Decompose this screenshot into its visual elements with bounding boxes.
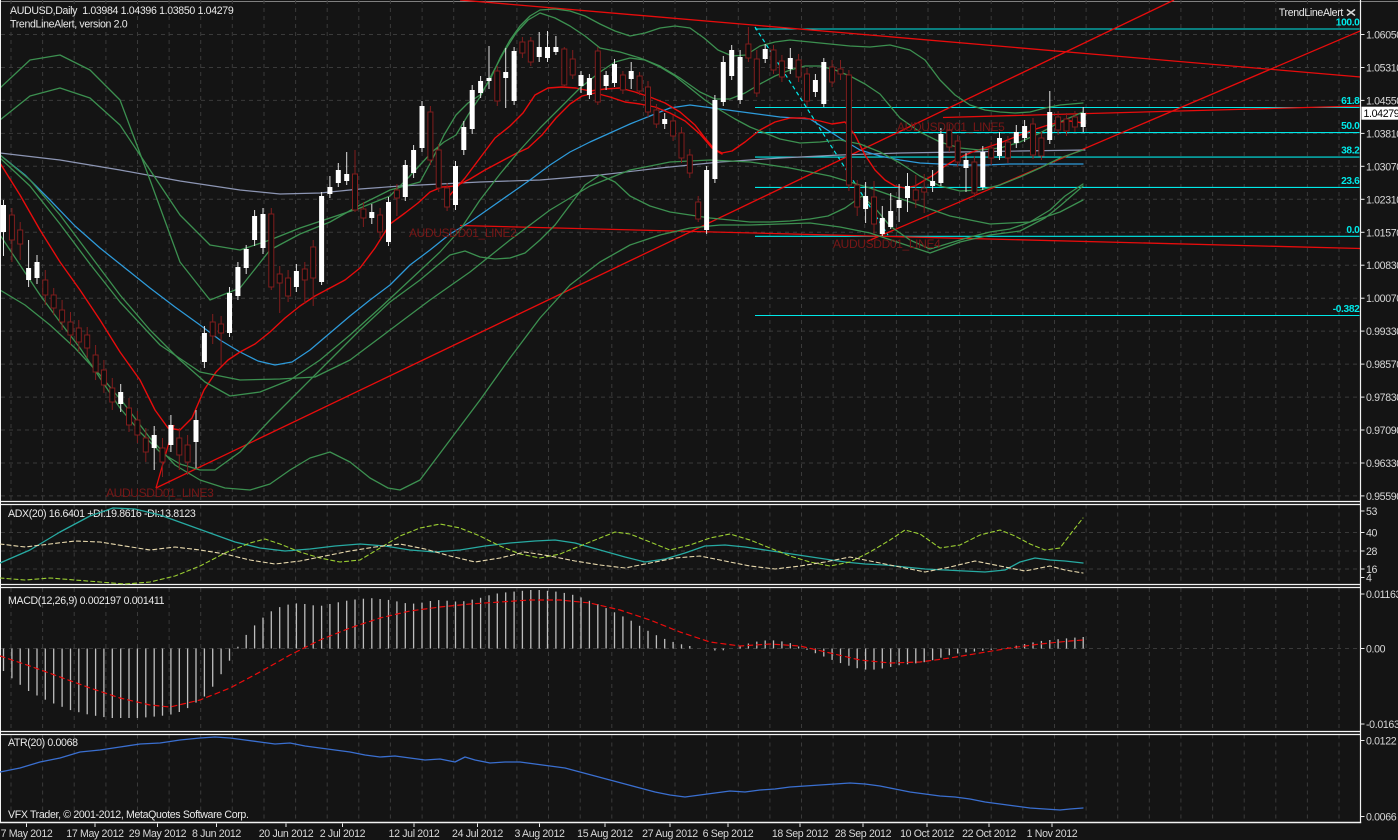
svg-text:1.01570: 1.01570 — [1366, 227, 1398, 239]
svg-text:1.04279: 1.04279 — [1364, 108, 1398, 120]
svg-text:VFX Trader, © 2001-2012, MetaQ: VFX Trader, © 2001-2012, MetaQuotes Soft… — [8, 809, 249, 821]
svg-text:TrendLineAlert: TrendLineAlert — [1279, 7, 1344, 19]
svg-text:7 May 2012: 7 May 2012 — [1, 828, 53, 840]
svg-text:22 Oct 2012: 22 Oct 2012 — [962, 828, 1016, 840]
svg-text:40: 40 — [1366, 528, 1378, 540]
svg-text:12 Jul 2012: 12 Jul 2012 — [389, 828, 440, 840]
svg-text:1.05310: 1.05310 — [1366, 63, 1398, 75]
svg-text:53: 53 — [1366, 506, 1378, 518]
svg-text:AUDUSDD01_LINE4: AUDUSDD01_LINE4 — [833, 237, 941, 251]
svg-text:2 Jul 2012: 2 Jul 2012 — [320, 828, 366, 840]
svg-text:61.8: 61.8 — [1341, 96, 1360, 107]
svg-text:ATR(20) 0.0068: ATR(20) 0.0068 — [8, 737, 78, 749]
svg-text:100.0: 100.0 — [1336, 18, 1360, 29]
svg-text:18 Sep 2012: 18 Sep 2012 — [772, 828, 829, 840]
svg-text:4: 4 — [1366, 573, 1372, 585]
svg-text:1 Nov 2012: 1 Nov 2012 — [1027, 828, 1078, 840]
svg-text:10 Oct 2012: 10 Oct 2012 — [900, 828, 954, 840]
svg-text:0.00: 0.00 — [1366, 644, 1386, 656]
svg-text:TrendLineAlert, version 2.0: TrendLineAlert, version 2.0 — [10, 19, 128, 31]
svg-text:1.04550: 1.04550 — [1366, 95, 1398, 107]
svg-text:AUDUSDD01_LINE3: AUDUSDD01_LINE3 — [106, 486, 214, 500]
svg-text:0.0: 0.0 — [1346, 225, 1360, 236]
svg-text:1.03810: 1.03810 — [1366, 128, 1398, 140]
svg-text:28: 28 — [1366, 546, 1378, 558]
svg-text:50.0: 50.0 — [1341, 121, 1360, 132]
svg-text:AUDUSD,Daily 1.03984 1.04396: AUDUSD,Daily 1.03984 1.04396 1.03850 1.0… — [10, 5, 234, 17]
svg-text:-0.01633: -0.01633 — [1366, 719, 1398, 731]
svg-text:-0.382: -0.382 — [1333, 304, 1360, 315]
svg-text:1.03070: 1.03070 — [1366, 161, 1398, 173]
svg-text:16: 16 — [1366, 564, 1378, 576]
svg-text:3 Aug 2012: 3 Aug 2012 — [514, 828, 565, 840]
svg-text:15 Aug 2012: 15 Aug 2012 — [577, 828, 633, 840]
svg-text:23.6: 23.6 — [1341, 176, 1360, 187]
svg-text:29 May 2012: 29 May 2012 — [129, 828, 187, 840]
svg-text:27 Aug 2012: 27 Aug 2012 — [642, 828, 698, 840]
svg-text:MACD(12,26,9) 0.002197 0.00141: MACD(12,26,9) 0.002197 0.001411 — [8, 595, 165, 607]
svg-text:28 Sep 2012: 28 Sep 2012 — [835, 828, 892, 840]
svg-text:0.95590: 0.95590 — [1366, 491, 1398, 503]
svg-text:AUDUSDD01_LINE5: AUDUSDD01_LINE5 — [897, 120, 1005, 134]
svg-text:ADX(20) 16.6401 +DI:19.8616 -D: ADX(20) 16.6401 +DI:19.8616 -DI:13.8123 — [8, 508, 196, 520]
svg-text:0.0066: 0.0066 — [1366, 812, 1397, 824]
svg-text:0.01163: 0.01163 — [1366, 589, 1398, 601]
svg-text:38.2: 38.2 — [1341, 146, 1360, 157]
svg-text:0.0122: 0.0122 — [1366, 736, 1397, 748]
svg-text:20 Jun 2012: 20 Jun 2012 — [259, 828, 314, 840]
svg-text:1.06050: 1.06050 — [1366, 30, 1398, 42]
svg-text:17 May 2012: 17 May 2012 — [66, 828, 124, 840]
svg-text:1.02310: 1.02310 — [1366, 194, 1398, 206]
svg-text:1.00830: 1.00830 — [1366, 260, 1398, 272]
svg-text:8 Jun 2012: 8 Jun 2012 — [192, 828, 241, 840]
svg-text:6 Sep 2012: 6 Sep 2012 — [703, 828, 754, 840]
svg-text:AUDUSDD01_LINE2: AUDUSDD01_LINE2 — [409, 226, 517, 240]
svg-text:24 Jul 2012: 24 Jul 2012 — [452, 828, 503, 840]
